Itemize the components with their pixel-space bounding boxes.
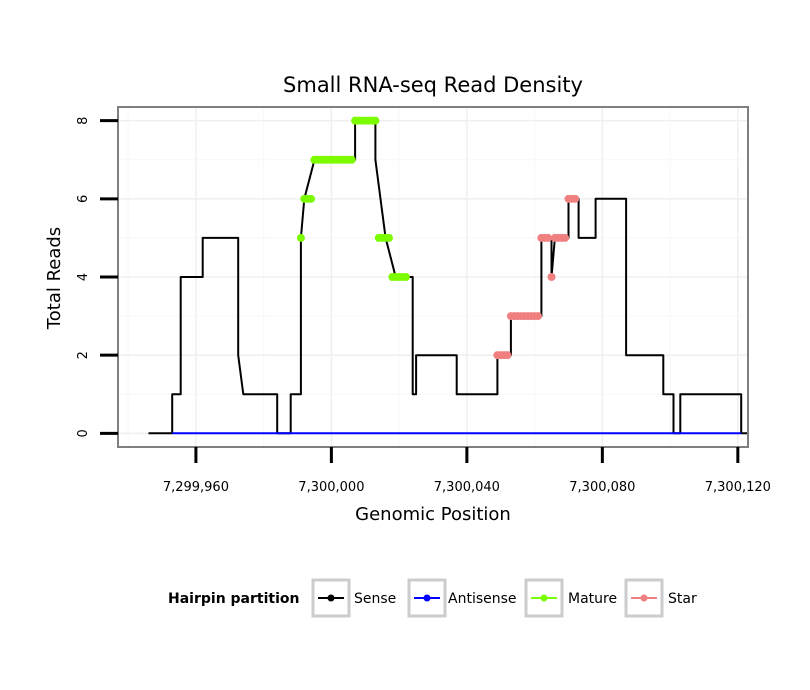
star-point xyxy=(503,351,512,360)
x-tick-label: 7,300,120 xyxy=(705,480,771,495)
y-tick-label: 8 xyxy=(76,117,91,125)
y-tick-label: 4 xyxy=(76,273,91,281)
y-tick-label: 6 xyxy=(76,195,91,203)
legend-key-point xyxy=(640,594,648,602)
legend-label: Antisense xyxy=(448,591,517,607)
x-tick-label: 7,299,960 xyxy=(163,480,229,495)
series-points xyxy=(296,116,580,360)
mature-point xyxy=(401,273,410,281)
star-point xyxy=(547,273,556,281)
x-tick-label: 7,300,040 xyxy=(434,480,500,495)
y-tick-label: 2 xyxy=(76,351,91,359)
sense-series-line xyxy=(148,119,748,435)
star-point xyxy=(544,233,553,242)
legend: Hairpin partition Sense Antisense Mature St… xyxy=(168,578,697,618)
legend-item-star: Star xyxy=(624,578,697,618)
legend-item-mature: Mature xyxy=(524,578,617,618)
y-axis: 0 2 4 6 8 xyxy=(76,117,118,437)
mature-point xyxy=(371,116,380,125)
legend-key-point xyxy=(327,594,335,602)
legend-label: Star xyxy=(668,591,697,607)
gridlines xyxy=(118,107,748,447)
mature-point xyxy=(307,194,316,203)
legend-title: Hairpin partition xyxy=(168,591,299,607)
legend-label: Sense xyxy=(354,591,396,607)
x-axis: 7,299,960 7,300,000 7,300,040 7,300,080 7,30… xyxy=(163,447,771,495)
mature-point xyxy=(384,233,393,242)
mature-point xyxy=(347,155,356,164)
legend-label: Mature xyxy=(568,591,617,607)
star-point xyxy=(534,312,542,321)
y-axis-label: Total Reads xyxy=(44,227,65,330)
x-tick-label: 7,300,000 xyxy=(298,480,364,495)
legend-item-sense: Sense xyxy=(311,578,396,618)
legend-key-point xyxy=(423,594,431,602)
y-tick-label: 0 xyxy=(76,429,91,437)
star-point xyxy=(561,233,570,242)
chart-title: Small RNA-seq Read Density xyxy=(283,73,583,97)
series-lines xyxy=(148,119,748,435)
star-point xyxy=(571,194,580,203)
x-axis-label: Genomic Position xyxy=(355,504,511,525)
legend-key-point xyxy=(540,594,548,602)
x-tick-label: 7,300,080 xyxy=(569,480,635,495)
mature-point xyxy=(296,233,305,242)
legend-item-antisense: Antisense xyxy=(407,578,517,618)
